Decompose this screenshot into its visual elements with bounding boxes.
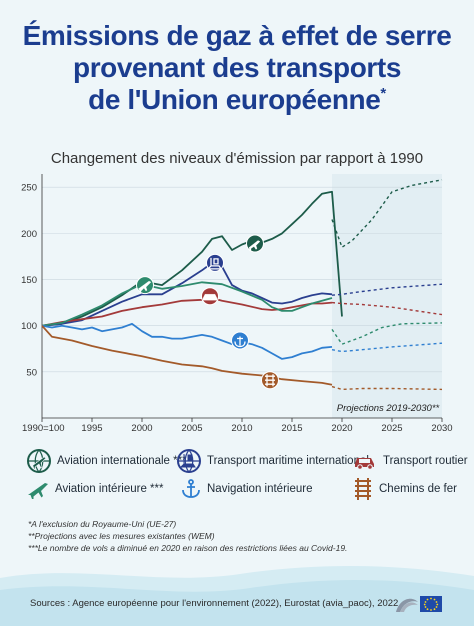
projection-line-chemins_de_fer bbox=[331, 385, 443, 391]
airplane-icon bbox=[28, 483, 48, 499]
line-badge-aviation_interieure bbox=[136, 276, 154, 295]
x-tick-label: 1995 bbox=[81, 423, 102, 434]
x-tick-label: 2030 bbox=[431, 423, 452, 434]
line-badge-transport_maritime bbox=[206, 253, 224, 272]
legend-label: Aviation intérieure *** bbox=[55, 483, 164, 495]
badge-glyph-icon bbox=[234, 336, 246, 348]
x-tick-label: 2010 bbox=[231, 423, 252, 434]
projection-label: Projections 2019-2030** bbox=[337, 403, 440, 414]
anchor-icon bbox=[182, 479, 200, 498]
y-tick-label: 250 bbox=[21, 183, 37, 194]
title-line-3-text: de l'Union européenne bbox=[88, 84, 381, 115]
y-tick-label: 100 bbox=[21, 321, 37, 332]
x-tick-label: 2020 bbox=[331, 423, 352, 434]
projection-line-aviation_interieure bbox=[331, 322, 443, 346]
legend-label: Transport routier bbox=[383, 455, 468, 467]
y-tick-label: 150 bbox=[21, 275, 37, 286]
chart-subtitle: Changement des niveaux d'émission par ra… bbox=[50, 150, 424, 167]
badge-glyph-icon bbox=[265, 374, 275, 387]
legend-transport-maritime: Transport maritime international bbox=[176, 448, 369, 474]
footnote-1: *A l'exclusion du Royaume-Uni (UE-27) bbox=[28, 519, 177, 529]
page-title: Émissions de gaz à effet de serre proven… bbox=[0, 20, 474, 116]
icon-layer bbox=[136, 234, 279, 390]
legend-label: Transport maritime international bbox=[207, 455, 369, 467]
projection-band bbox=[332, 174, 442, 418]
line-badge-aviation_internationale bbox=[246, 234, 264, 253]
source-note: Sources : Agence européenne pour l'envir… bbox=[30, 598, 399, 609]
european-parliament-logo bbox=[396, 596, 442, 612]
legend-label: Aviation internationale *** bbox=[57, 455, 187, 467]
x-tick-label: 2025 bbox=[381, 423, 402, 434]
legend-aviation-internationale: Aviation internationale *** bbox=[26, 448, 187, 474]
footnote-3: ***Le nombre de vols a diminué en 2020 e… bbox=[28, 543, 348, 553]
badge-glyph-icon bbox=[137, 280, 152, 293]
projection-line-transport_maritime bbox=[331, 283, 443, 296]
decorative-waves bbox=[0, 565, 474, 626]
line-badge-navigation_interieure bbox=[231, 331, 249, 350]
car-icon bbox=[355, 458, 374, 470]
legend-label: Navigation intérieure bbox=[207, 483, 313, 495]
rail-tracks-icon bbox=[355, 478, 371, 500]
badge-glyph-icon bbox=[206, 257, 223, 270]
x-tick-label: 2005 bbox=[181, 423, 202, 434]
badge-glyph-icon bbox=[248, 240, 261, 251]
projection-line-navigation_interieure bbox=[331, 342, 443, 353]
axis-layer: 50 100 150 200 250 1990=100 1995 2000 2005 2010 20… bbox=[21, 174, 453, 434]
line-badge-transport_routier bbox=[201, 287, 219, 306]
badge-glyph-icon bbox=[202, 294, 218, 301]
title-line-3: de l'Union européenne* bbox=[0, 84, 474, 116]
y-tick-label: 200 bbox=[21, 229, 37, 240]
y-tick-label: 50 bbox=[26, 367, 37, 378]
series-line-chemins_de_fer bbox=[41, 325, 333, 386]
title-star: * bbox=[380, 85, 386, 102]
title-line-1: Émissions de gaz à effet de serre bbox=[22, 20, 452, 51]
x-tick-label: 2000 bbox=[131, 423, 152, 434]
airplane-globe-icon bbox=[27, 449, 51, 473]
legend-transport-routier: Transport routier bbox=[352, 452, 468, 470]
series-line-aviation_internationale bbox=[41, 190, 343, 327]
legend-label: Chemins de fer bbox=[379, 483, 457, 495]
series-line-transport_maritime bbox=[41, 262, 333, 327]
legend-navigation-interieure: Navigation intérieure bbox=[180, 478, 312, 500]
legend-aviation-interieure: Aviation intérieure *** bbox=[26, 478, 163, 500]
line-badge-chemins_de_fer bbox=[261, 371, 279, 390]
ship-globe-icon bbox=[177, 449, 201, 473]
footnotes: *A l'exclusion du Royaume-Uni (UE-27) **… bbox=[28, 518, 347, 554]
grid-layer bbox=[42, 174, 442, 418]
x-tick-label: 2015 bbox=[281, 423, 302, 434]
series-line-aviation_interieure bbox=[41, 281, 333, 327]
projection-line-transport_routier bbox=[331, 301, 443, 316]
legend-chemins-de-fer: Chemins de fer bbox=[352, 477, 457, 501]
x-tick-label: 1990=100 bbox=[22, 423, 65, 434]
title-line-2: provenant des transports bbox=[72, 52, 402, 83]
emissions-chart: 50 100 150 200 250 1990=100 1995 2000 2005 2010 20… bbox=[21, 174, 453, 434]
series-line-navigation_interieure bbox=[41, 322, 333, 360]
footnote-2: **Projections avec les mesures existante… bbox=[28, 531, 215, 541]
